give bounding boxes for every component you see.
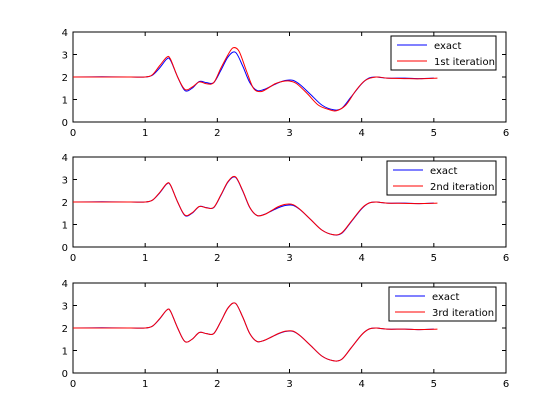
y-tick-label: 4: [62, 153, 68, 164]
y-tick-label: 1: [62, 347, 68, 358]
x-tick-label: 5: [431, 253, 437, 264]
y-tick-label: 0: [62, 369, 68, 380]
y-tick-label: 1: [62, 221, 68, 232]
x-tick-label: 2: [214, 379, 220, 390]
x-tick-label: 2: [214, 128, 220, 139]
legend-label: exact: [432, 292, 460, 303]
y-tick-label: 3: [62, 176, 68, 187]
y-tick-label: 4: [62, 279, 68, 290]
x-tick-label: 5: [431, 128, 437, 139]
x-tick-label: 1: [142, 253, 148, 264]
x-tick-label: 6: [503, 128, 509, 139]
legend-box: [386, 160, 497, 196]
x-tick-label: 3: [286, 128, 292, 139]
y-tick-label: 3: [62, 302, 68, 313]
legend-label: exact: [430, 166, 458, 177]
x-tick-label: 0: [70, 128, 76, 139]
legend-label: exact: [434, 41, 462, 52]
x-tick-label: 6: [503, 253, 509, 264]
x-tick-label: 0: [70, 253, 76, 264]
subplot-2: 0 1 2 3 4 5 6 0 1 2 3 4 exact 2nd iteration: [62, 153, 510, 264]
y-tick-label: 2: [62, 324, 68, 335]
legend-label: 3rd iteration: [432, 308, 494, 319]
legend-label: 1st iteration: [434, 57, 495, 68]
series-line-iteration: [73, 47, 438, 112]
x-tick-label: 3: [286, 379, 292, 390]
legend-box: [388, 286, 497, 322]
subplot-1: 0 1 2 3 4 5 6 0 1 2 3 4 exact 1st iteration: [62, 28, 510, 139]
series-line-iteration: [73, 175, 438, 236]
legend: exact 2nd iteration: [386, 160, 497, 196]
x-tick-label: 4: [358, 128, 364, 139]
x-tick-label: 4: [358, 253, 364, 264]
y-tick-label: 0: [62, 118, 68, 129]
y-tick-label: 4: [62, 28, 68, 39]
x-tick-label: 1: [142, 379, 148, 390]
x-tick-label: 2: [214, 253, 220, 264]
x-tick-label: 0: [70, 379, 76, 390]
y-tick-label: 0: [62, 243, 68, 254]
y-tick-label: 3: [62, 51, 68, 62]
subplot-3: 0 1 2 3 4 5 6 0 1 2 3 4 exact 3rd iteration: [62, 279, 510, 390]
x-tick-label: 5: [431, 379, 437, 390]
x-tick-label: 4: [358, 379, 364, 390]
series-line-iteration: [73, 302, 438, 362]
legend: exact 1st iteration: [390, 35, 497, 71]
y-tick-label: 2: [62, 198, 68, 209]
legend: exact 3rd iteration: [388, 286, 497, 322]
x-tick-label: 6: [503, 379, 509, 390]
y-tick-label: 1: [62, 96, 68, 107]
legend-box: [390, 35, 497, 71]
x-tick-label: 1: [142, 128, 148, 139]
legend-label: 2nd iteration: [430, 182, 494, 193]
x-tick-label: 3: [286, 253, 292, 264]
y-tick-label: 2: [62, 73, 68, 84]
